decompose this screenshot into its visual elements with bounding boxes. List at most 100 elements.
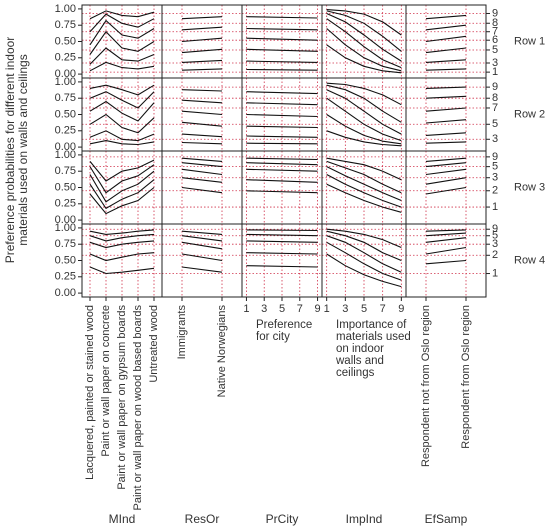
curve — [246, 135, 318, 138]
x-tick-label: Paint or wall paper on wood based boards — [132, 305, 144, 511]
curve — [425, 119, 467, 124]
x-tick-label: 1 — [243, 303, 249, 315]
right-tick-label: 7 — [492, 102, 498, 114]
y-tick-label: 1.00 — [55, 76, 76, 88]
curve — [246, 142, 318, 145]
curve — [425, 95, 467, 99]
x-tick-label: 7 — [297, 303, 303, 315]
right-tick-label: 3 — [492, 57, 498, 69]
curve — [89, 170, 155, 203]
curve — [181, 121, 223, 127]
curve — [181, 230, 223, 235]
right-tick-label: 1 — [492, 267, 498, 279]
curve — [326, 10, 402, 52]
curve — [425, 107, 467, 112]
x-tick-label: Lacquered, painted or stained wood — [84, 305, 96, 480]
curve — [425, 141, 467, 144]
curve — [246, 27, 318, 31]
y-tick-label: 0.25 — [55, 271, 76, 283]
curve — [425, 237, 467, 243]
curve — [326, 89, 402, 135]
curve — [326, 228, 402, 249]
curve — [246, 91, 318, 95]
curve — [89, 91, 155, 109]
curve — [181, 235, 223, 242]
y-tick-label: 0.50 — [55, 108, 76, 120]
curve — [246, 37, 318, 41]
curve — [326, 130, 402, 147]
x-tick-label: Untreated wood — [148, 305, 160, 383]
curve — [181, 157, 223, 162]
curve — [425, 35, 467, 43]
x-tick-label: 3 — [261, 303, 267, 315]
curve — [89, 113, 155, 134]
curve — [246, 162, 318, 166]
right-tick-label: 9 — [492, 81, 498, 93]
curve — [425, 157, 467, 162]
x-tick-label: Paint or wall paper on gypsum boards — [116, 305, 128, 490]
curve — [181, 68, 223, 71]
curve — [181, 99, 223, 104]
y-tick-label: 0.75 — [55, 92, 76, 104]
curve — [425, 59, 467, 63]
curve — [326, 174, 402, 208]
curve — [181, 253, 223, 262]
x-tick-label: 9 — [314, 303, 320, 315]
y-tick-label: 0.00 — [55, 141, 76, 153]
panel-frame — [161, 150, 243, 225]
curve — [425, 259, 467, 265]
curve — [181, 266, 223, 273]
x-axis-label: on indoor — [336, 343, 384, 355]
x-tick-label: 1 — [324, 303, 330, 315]
curve — [246, 233, 318, 237]
y-tick-label: 0.50 — [55, 181, 76, 193]
curve — [89, 229, 155, 235]
right-tick-label: 3 — [492, 238, 498, 250]
row-label: Row 4 — [514, 254, 545, 266]
curve — [326, 241, 402, 281]
curve — [181, 186, 223, 194]
y-tick-label: 1.00 — [55, 149, 76, 161]
curve — [181, 16, 223, 20]
right-tick-label: 8 — [492, 17, 498, 29]
curve — [326, 235, 402, 273]
curve — [425, 162, 467, 168]
curve — [326, 253, 402, 288]
curve — [89, 19, 155, 46]
curve — [326, 157, 402, 181]
right-tick-label: 5 — [492, 44, 498, 56]
curve — [326, 28, 402, 72]
y-tick-label: 0.50 — [55, 254, 76, 266]
curve — [246, 157, 318, 161]
curve — [246, 125, 318, 129]
curve — [425, 132, 467, 136]
curve — [89, 266, 155, 275]
curve — [246, 252, 318, 255]
x-axis-label: walls and — [335, 355, 384, 367]
curve — [425, 186, 467, 195]
right-tick-label: 3 — [492, 172, 498, 184]
y-tick-label: 0.75 — [55, 165, 76, 177]
column-label: ResOr — [185, 512, 220, 526]
panel-frame — [405, 77, 487, 152]
y-tick-label: 0.25 — [55, 52, 76, 64]
curve — [181, 48, 223, 54]
curve — [246, 16, 318, 19]
curve — [326, 84, 402, 123]
curve — [89, 240, 155, 249]
curve — [326, 44, 402, 74]
right-tick-label: 8 — [492, 92, 498, 104]
curve — [246, 113, 318, 118]
curve — [246, 48, 318, 52]
curve — [181, 37, 223, 43]
y-tick-label: 1.00 — [55, 3, 76, 15]
curve — [181, 177, 223, 183]
curve — [89, 187, 155, 215]
curve — [181, 59, 223, 63]
curve — [246, 68, 318, 71]
column-label: PrCity — [266, 512, 299, 526]
row-label: Row 2 — [514, 108, 545, 120]
panel-frame — [405, 4, 487, 79]
curve — [425, 246, 467, 255]
